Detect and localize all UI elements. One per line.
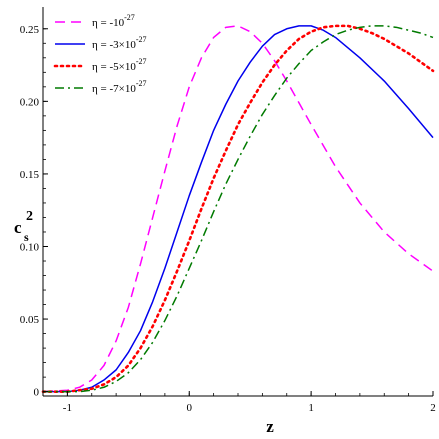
x-axis-label: z [266, 417, 274, 436]
y-tick-label: 0 [34, 387, 40, 399]
legend-label-4: η = -7×10-27 [92, 79, 147, 95]
plot-lines [41, 24, 435, 393]
x-tick-label: 2 [430, 402, 436, 414]
y-tick-label: 0.20 [20, 96, 40, 108]
x-tick-label: 1 [308, 402, 314, 414]
y-tick-label: 0.25 [20, 24, 40, 36]
x-tick-label: 0 [187, 402, 193, 414]
legend: η = -10-27 η = -3×10-27 η = -5×10-27 η = -7… [53, 13, 147, 95]
y-axis-label-subscript: s [24, 230, 29, 244]
y-axis-label-base: c [14, 218, 22, 237]
x-tick-label: -1 [63, 402, 72, 414]
legend-label-3: η = -5×10-27 [92, 57, 147, 73]
series-line-4 [43, 25, 434, 393]
legend-label-2: η = -3×10-27 [92, 35, 147, 51]
y-tick-label: 0.05 [20, 314, 40, 326]
y-axis-label-superscript: 2 [26, 209, 33, 224]
series-line-1 [42, 25, 434, 393]
y-axis-label: c s 2 [14, 209, 33, 244]
series-line-3 [41, 24, 435, 393]
y-tick-label: 0.15 [20, 169, 40, 181]
ticks: -1 0 1 2 0 0.05 0.10 0.15 0.20 0.25 [20, 24, 436, 414]
y-tick-label: 0.10 [20, 241, 40, 253]
legend-label-1: η = -10-27 [92, 13, 135, 29]
series-line-2 [43, 25, 434, 393]
